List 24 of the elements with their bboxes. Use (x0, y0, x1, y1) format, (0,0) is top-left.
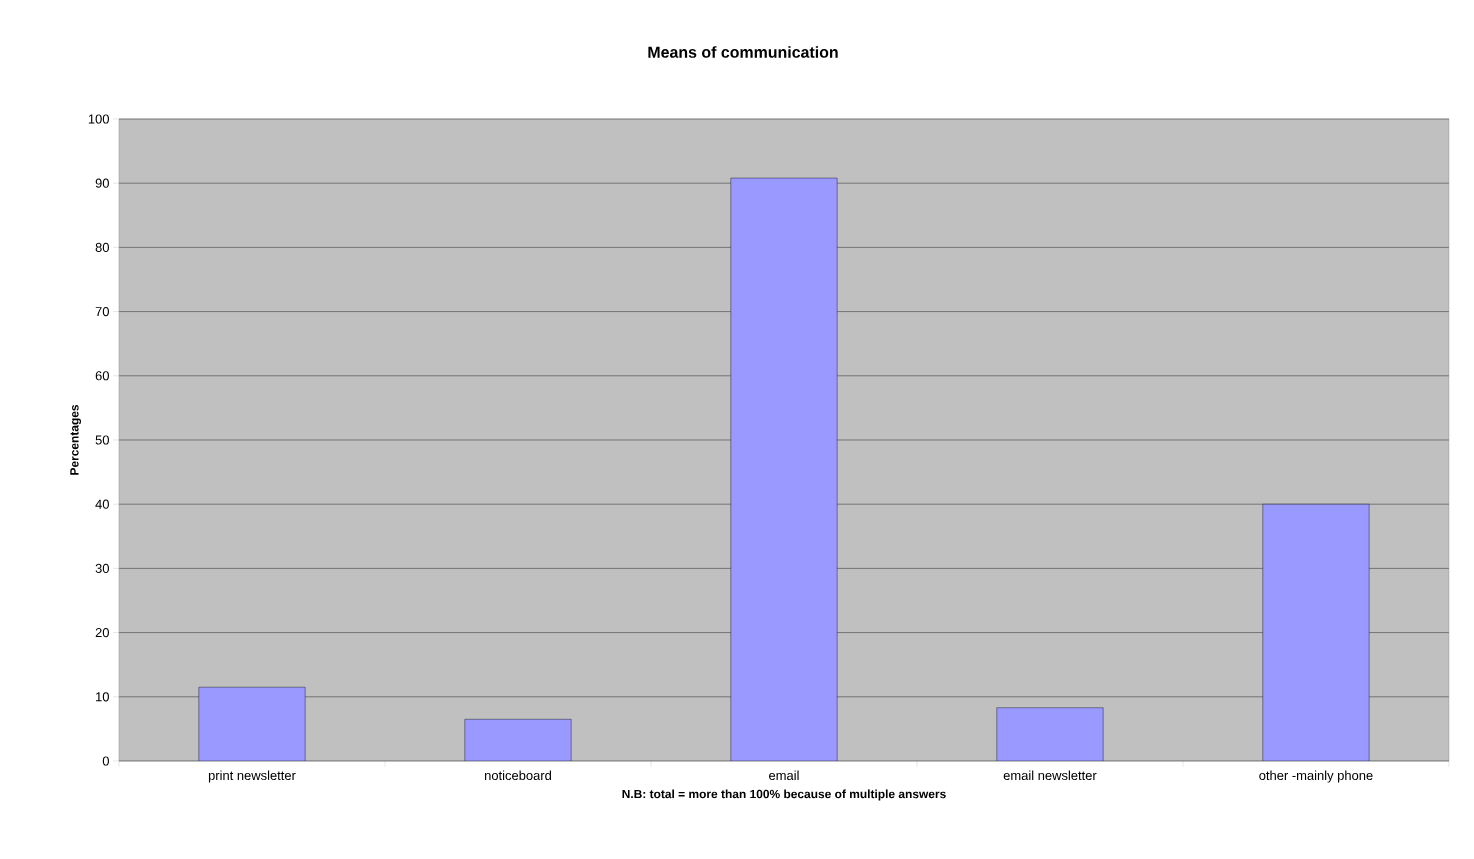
y-tick-label: 0 (102, 756, 109, 766)
x-tick-label: print newsletter (208, 770, 296, 783)
y-tick-label: 80 (95, 242, 109, 252)
bar (198, 686, 306, 761)
y-tick-label: 60 (95, 371, 109, 381)
y-tick-label: 10 (96, 692, 109, 702)
bar (996, 707, 1104, 761)
y-axis-title: Percentages (70, 404, 82, 475)
y-tick-label: 100 (88, 114, 109, 124)
chart-title: Means of communication (648, 46, 838, 58)
y-tick-label: 30 (95, 563, 109, 573)
y-tick-label: 40 (95, 499, 109, 509)
x-tick-label: email (769, 770, 799, 781)
bar (464, 719, 572, 761)
y-tick-label: 50 (95, 435, 109, 445)
x-axis-title: N.B: total = more than 100% because of multiple answers (622, 789, 946, 801)
x-tick-label: email newsletter (1003, 770, 1097, 781)
bar (1262, 503, 1370, 761)
y-tick-label: 90 (95, 178, 109, 188)
x-tick-label: other -mainly phone (1259, 770, 1373, 783)
x-tick-label: noticeboard (485, 770, 551, 781)
y-tick-label: 70 (95, 307, 109, 317)
y-tick-label: 20 (95, 628, 109, 638)
bar (730, 177, 838, 761)
